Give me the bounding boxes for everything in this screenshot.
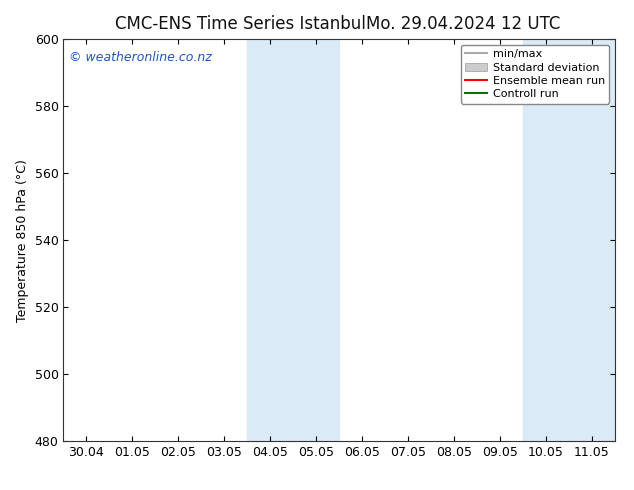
Text: © weatheronline.co.nz: © weatheronline.co.nz xyxy=(69,51,212,64)
Text: CMC-ENS Time Series Istanbul: CMC-ENS Time Series Istanbul xyxy=(115,15,366,33)
Bar xyxy=(247,39,339,441)
Bar xyxy=(523,39,615,441)
Legend: min/max, Standard deviation, Ensemble mean run, Controll run: min/max, Standard deviation, Ensemble me… xyxy=(460,45,609,104)
Text: Mo. 29.04.2024 12 UTC: Mo. 29.04.2024 12 UTC xyxy=(366,15,560,33)
Y-axis label: Temperature 850 hPa (°C): Temperature 850 hPa (°C) xyxy=(16,159,29,321)
